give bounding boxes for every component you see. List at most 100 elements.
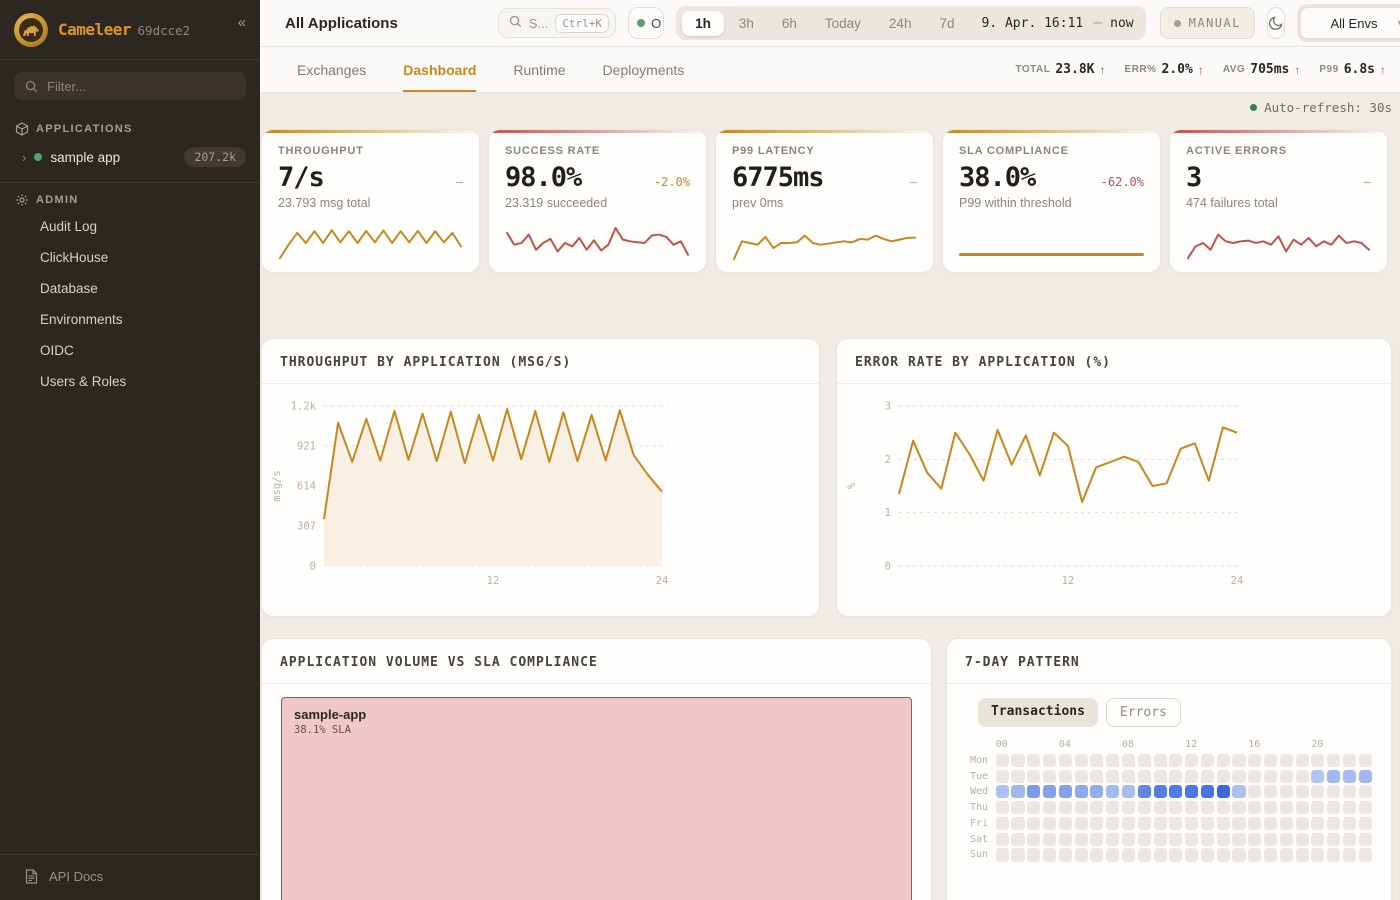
heatmap-cell[interactable] [1106, 848, 1120, 862]
heatmap-cell[interactable] [1295, 848, 1309, 862]
heatmap-cell[interactable] [1342, 848, 1356, 862]
heatmap-cell[interactable] [1137, 769, 1151, 783]
heatmap-cell[interactable] [1121, 832, 1136, 846]
heatmap-cell[interactable] [1263, 832, 1278, 846]
heatmap-cell[interactable] [1074, 832, 1088, 846]
heatmap-cell[interactable] [995, 832, 1009, 846]
heatmap-cell[interactable] [1027, 848, 1041, 862]
heatmap-cell[interactable] [1011, 832, 1025, 846]
heatmap-cell[interactable] [1232, 769, 1246, 783]
heatmap-cell[interactable] [1153, 785, 1167, 799]
range-to-datetime[interactable]: now [1110, 15, 1134, 31]
heatmap-cell[interactable] [1106, 753, 1120, 767]
heatmap-cell[interactable] [1311, 816, 1325, 830]
heatmap-cell[interactable] [1027, 753, 1041, 767]
heatmap-cell[interactable] [1137, 848, 1151, 862]
range-6h[interactable]: 6h [781, 15, 797, 31]
heatmap-cell[interactable] [1185, 769, 1199, 783]
heatmap-cell[interactable] [1090, 769, 1104, 783]
tab-exchanges[interactable]: Exchanges [297, 61, 367, 78]
heatmap-cell[interactable] [1327, 816, 1341, 830]
heatmap-cell[interactable] [1074, 848, 1088, 862]
heatmap-cell[interactable] [1153, 848, 1167, 862]
heatmap-cell[interactable] [1342, 769, 1356, 783]
heatmap-cell[interactable] [1311, 753, 1325, 767]
heatmap-cell[interactable] [1200, 785, 1214, 799]
heatmap-cell[interactable] [1216, 785, 1230, 799]
range-1h[interactable]: 1h [682, 10, 724, 36]
heatmap-cell[interactable] [1043, 848, 1057, 862]
heatmap-cell[interactable] [1185, 816, 1199, 830]
heatmap-cell[interactable] [1263, 769, 1278, 783]
heatmap-cell[interactable] [1090, 753, 1104, 767]
heatmap-cell[interactable] [1216, 848, 1230, 862]
heatmap-cell[interactable] [1358, 832, 1372, 846]
heatmap-cell[interactable] [1263, 785, 1278, 799]
heatmap-cell[interactable] [1185, 753, 1199, 767]
global-search-input[interactable]: S... Ctrl+K [497, 8, 617, 38]
heatmap-cell[interactable] [1327, 753, 1341, 767]
heatmap-cell[interactable] [1169, 848, 1183, 862]
heatmap-cell[interactable] [1358, 785, 1372, 799]
heatmap-cell[interactable] [1011, 816, 1025, 830]
env-select[interactable]: All Envs ▾ [1299, 7, 1400, 39]
heatmap-cell[interactable] [1216, 832, 1230, 846]
kpi-card-active-errors[interactable]: ACTIVE ERRORS 3 – 474 failures total [1169, 129, 1388, 273]
heatmap-cell[interactable] [1106, 785, 1120, 799]
heatmap-cell[interactable] [1043, 769, 1057, 783]
heatmap-cell[interactable] [1232, 832, 1246, 846]
heatmap-cell[interactable] [1279, 816, 1293, 830]
heatmap-cell[interactable] [1358, 816, 1372, 830]
sidebar-item-sample-app[interactable]: › sample app 207.2k [0, 140, 260, 174]
range-today[interactable]: Today [824, 15, 861, 31]
heatmap-cell[interactable] [1327, 801, 1341, 815]
heatmap-cell[interactable] [1153, 769, 1167, 783]
kpi-card-success-rate[interactable]: SUCCESS RATE 98.0% -2.0% 23.319 succeede… [488, 129, 707, 273]
heatmap-cell[interactable] [1185, 785, 1199, 799]
heatmap-cell[interactable] [1169, 785, 1183, 799]
heatmap-cell[interactable] [1169, 769, 1183, 783]
heatmap-cell[interactable] [1232, 785, 1246, 799]
sidebar-item-clickhouse[interactable]: ClickHouse [40, 250, 109, 265]
heatmap-cell[interactable] [1248, 801, 1262, 815]
heatmap-cell[interactable] [1358, 769, 1372, 783]
heatmap-cell[interactable] [1327, 832, 1341, 846]
heatmap-cell[interactable] [1216, 816, 1230, 830]
heatmap-cell[interactable] [1011, 769, 1025, 783]
heatmap-cell[interactable] [1011, 785, 1025, 799]
heatmap-cell[interactable] [1200, 848, 1214, 862]
sidebar-filter-input[interactable]: Filter... [14, 72, 246, 100]
manual-mode-button[interactable]: MANUAL [1159, 7, 1255, 39]
heatmap-cell[interactable] [1311, 769, 1325, 783]
heatmap-cell[interactable] [1342, 816, 1356, 830]
heatmap-cell[interactable] [1216, 801, 1230, 815]
range-7d[interactable]: 7d [939, 15, 955, 31]
heatmap-cell[interactable] [1137, 816, 1151, 830]
heatmap-cell[interactable] [1200, 769, 1214, 783]
treemap-cell-sample-app[interactable]: sample-app 38.1% SLA [281, 697, 912, 900]
heatmap-cell[interactable] [1342, 753, 1356, 767]
heatmap-cell[interactable] [1169, 816, 1183, 830]
heatmap-cell[interactable] [1327, 848, 1341, 862]
heatmap-cell[interactable] [1137, 832, 1151, 846]
heatmap-cell[interactable] [1279, 848, 1293, 862]
heatmap-cell[interactable] [1248, 832, 1262, 846]
heatmap-cell[interactable] [1058, 848, 1072, 862]
kpi-card-p99-latency[interactable]: P99 LATENCY 6775ms – prev 0ms [715, 129, 934, 273]
heatmap-cell[interactable] [1090, 785, 1104, 799]
heatmap-cell[interactable] [1153, 753, 1167, 767]
heatmap-cell[interactable] [1137, 801, 1151, 815]
heatmap-cell[interactable] [1043, 785, 1057, 799]
heatmap-cell[interactable] [1295, 816, 1309, 830]
heatmap-cell[interactable] [1121, 801, 1136, 815]
heatmap-cell[interactable] [995, 801, 1009, 815]
heatmap-cell[interactable] [995, 769, 1009, 783]
heatmap-cell[interactable] [1295, 832, 1309, 846]
heatmap-cell[interactable] [1043, 753, 1057, 767]
heatmap-cell[interactable] [1043, 801, 1057, 815]
heatmap-cell[interactable] [1090, 801, 1104, 815]
range-24h[interactable]: 24h [888, 15, 912, 31]
heatmap-cell[interactable] [1121, 769, 1136, 783]
heatmap-cell[interactable] [1121, 848, 1136, 862]
heatmap-cell[interactable] [1011, 848, 1025, 862]
